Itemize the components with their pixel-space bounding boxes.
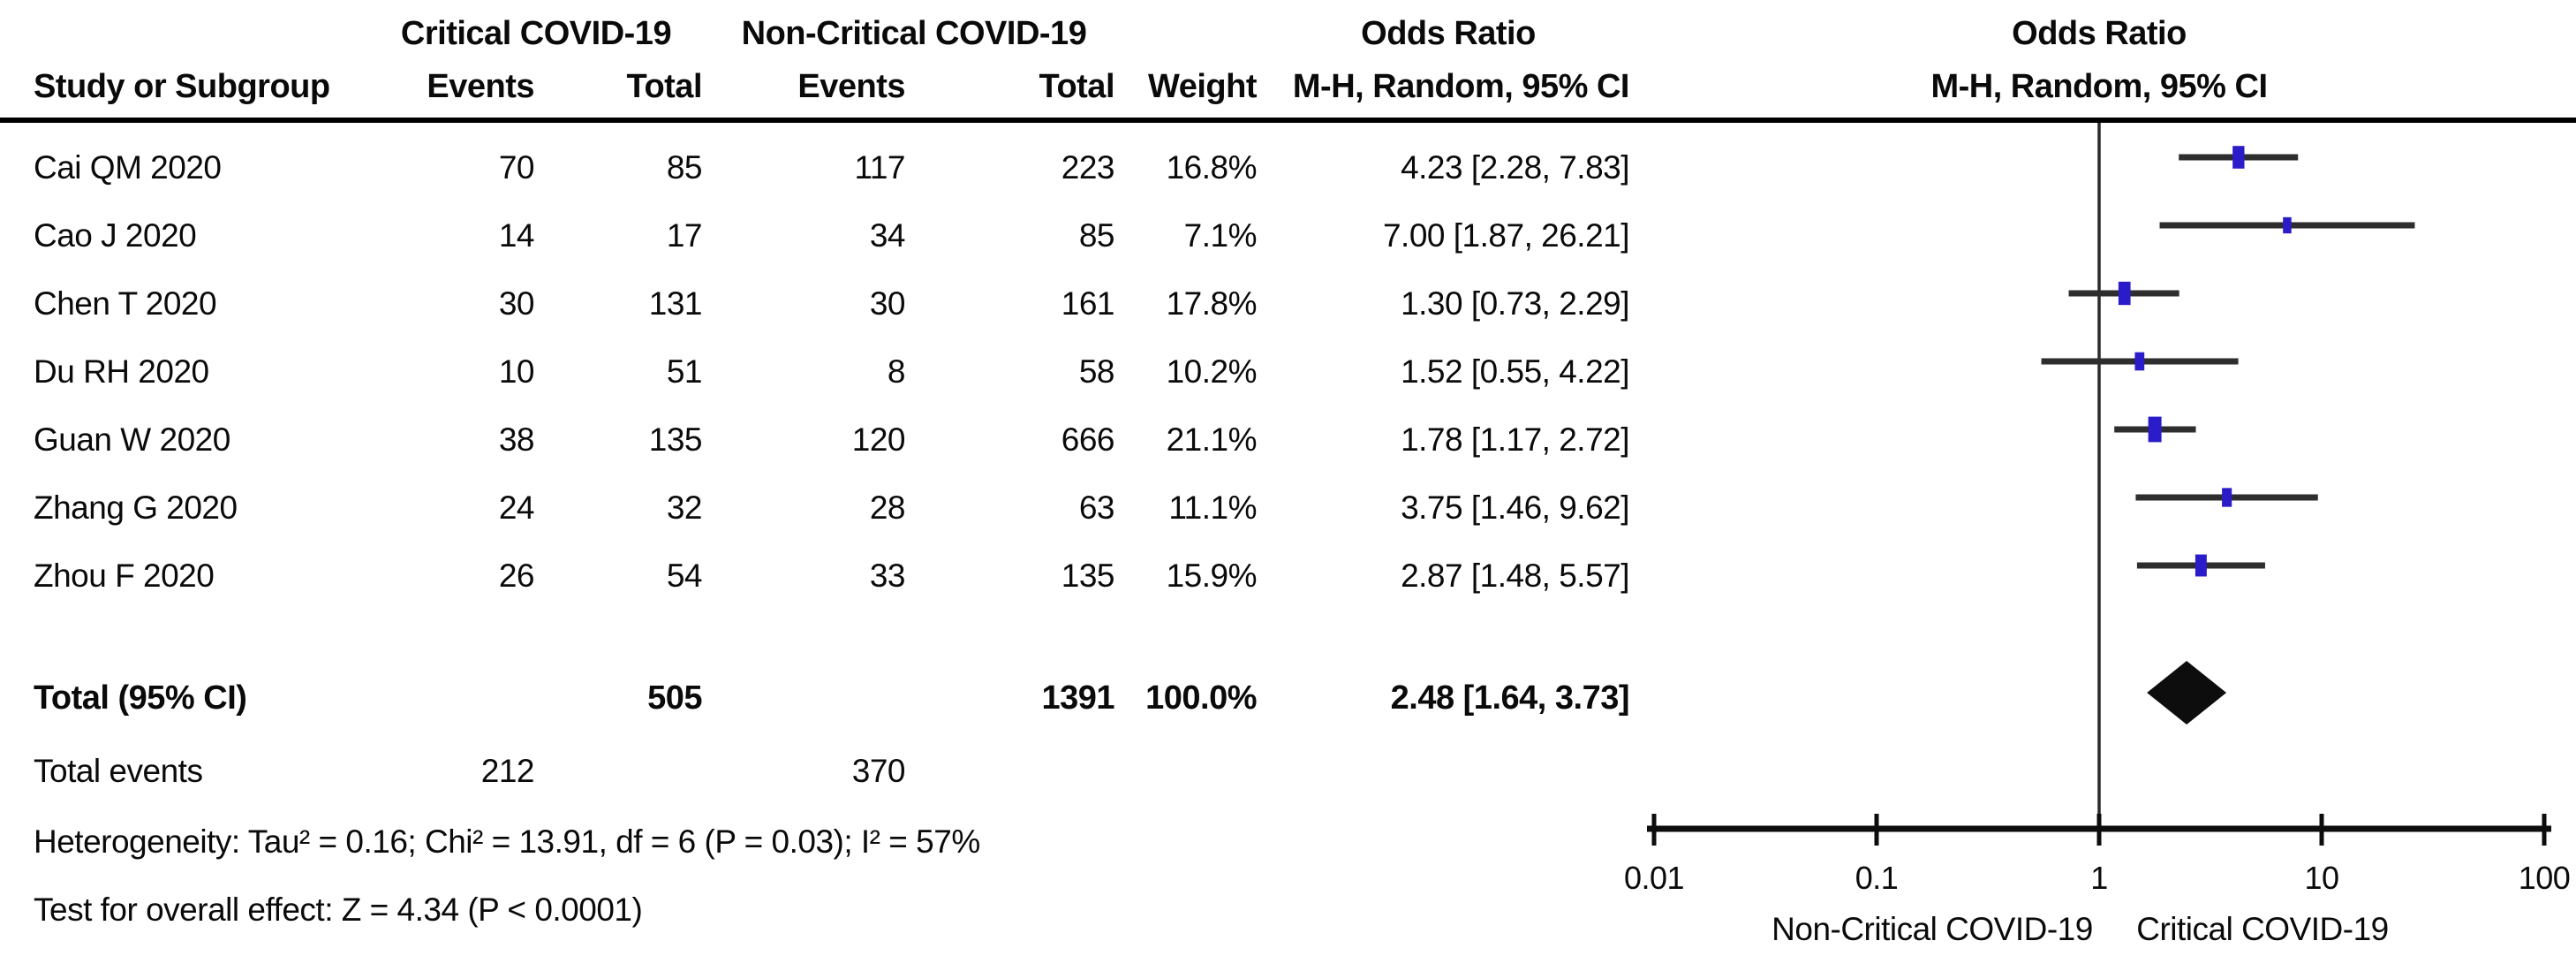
noncritical-total-cell: 223 <box>1061 149 1115 186</box>
column-header-noncritical-total: Total <box>1039 68 1115 105</box>
critical-total-cell: 131 <box>648 285 703 322</box>
forest-marker <box>2148 416 2162 443</box>
noncritical-events-cell: 33 <box>869 558 906 594</box>
forest-marker <box>2222 488 2232 507</box>
group-header-noncritical: Non-Critical COVID-19 <box>741 15 1087 52</box>
heterogeneity-line: Heterogeneity: Tau² = 0.16; Chi² = 13.91… <box>34 823 980 860</box>
noncritical-total-cell: 135 <box>1061 558 1115 594</box>
noncritical-events-cell: 30 <box>869 285 906 322</box>
total-events-critical-value: 212 <box>480 753 535 789</box>
column-header-method-plot: M-H, Random, 95% CI <box>1930 68 2268 105</box>
odds-ratio-plot-title: Odds Ratio <box>2012 15 2187 52</box>
study-label: Cai QM 2020 <box>34 149 222 186</box>
column-header-weight: Weight <box>1148 68 1257 105</box>
critical-events-cell: 30 <box>498 285 535 322</box>
study-label: Cao J 2020 <box>34 217 197 254</box>
critical-total-cell: 17 <box>666 217 703 254</box>
noncritical-total-cell: 666 <box>1061 421 1115 458</box>
favours-left-label: Non-Critical COVID-19 <box>1771 911 2093 947</box>
study-label: Zhou F 2020 <box>34 558 215 594</box>
table-row: Cao J 2020 14 17 34 85 7.1% 7.00 [1.87, 26.21] <box>0 215 2576 257</box>
critical-events-cell: 14 <box>498 217 535 254</box>
forest-marker <box>2232 146 2245 169</box>
column-header-method-text: M-H, Random, 95% CI <box>1292 68 1630 105</box>
noncritical-total-cell: 58 <box>1078 353 1115 390</box>
critical-events-cell: 26 <box>498 558 535 594</box>
total-critical: 505 <box>647 679 702 717</box>
odds-ratio-ci-cell: 2.87 [1.48, 5.57] <box>1401 558 1629 594</box>
axis-tick-label: 10 <box>2304 860 2338 896</box>
axis-tick-label: 1 <box>2090 860 2108 896</box>
total-events-label: Total events <box>34 753 203 789</box>
weight-cell: 11.1% <box>1168 489 1257 526</box>
noncritical-events-cell: 28 <box>869 489 906 526</box>
noncritical-events-cell: 117 <box>854 149 906 186</box>
odds-ratio-text-title: Odds Ratio <box>1361 15 1536 52</box>
critical-events-cell: 38 <box>498 421 535 458</box>
noncritical-total-cell: 85 <box>1078 217 1115 254</box>
weight-cell: 10.2% <box>1166 353 1258 390</box>
column-header-study: Study or Subgroup <box>34 68 330 105</box>
table-row: Chen T 2020 30 131 30 161 17.8% 1.30 [0.73, 2.… <box>0 283 2576 325</box>
total-events-noncritical-value: 370 <box>851 753 906 789</box>
weight-cell: 16.8% <box>1166 149 1258 186</box>
table-row: Zhou F 2020 26 54 33 135 15.9% 2.87 [1.48, 5.5… <box>0 555 2576 597</box>
overall-effect-line: Test for overall effect: Z = 4.34 (P < 0… <box>34 892 643 928</box>
column-header-critical-total: Total <box>626 68 703 105</box>
weight-cell: 17.8% <box>1166 285 1258 322</box>
weight-cell: 7.1% <box>1183 217 1258 254</box>
odds-ratio-ci-cell: 7.00 [1.87, 26.21] <box>1382 217 1630 254</box>
noncritical-events-cell: 120 <box>851 421 906 458</box>
total-events-row: Total events 212 370 <box>0 750 2576 793</box>
noncritical-total-cell: 63 <box>1078 489 1115 526</box>
weight-cell: 15.9% <box>1166 558 1258 594</box>
table-row: Zhang G 2020 24 32 28 63 11.1% 3.75 [1.46, 9.6… <box>0 487 2576 529</box>
noncritical-events-cell: 8 <box>887 353 906 390</box>
total-weight: 100.0% <box>1145 679 1257 717</box>
axis-tick-label: 0.1 <box>1855 860 1899 896</box>
critical-total-cell: 135 <box>648 421 703 458</box>
column-header-critical-events: Events <box>427 68 534 105</box>
table-row: Du RH 2020 10 51 8 58 10.2% 1.52 [0.55, 4.22] <box>0 351 2576 393</box>
total-row: Total (95% CI) 505 1391 100.0% 2.48 [1.6… <box>0 677 2576 719</box>
study-label: Du RH 2020 <box>34 353 209 390</box>
total-or-ci: 2.48 [1.64, 3.73] <box>1390 679 1630 717</box>
group-header-critical: Critical COVID-19 <box>400 15 672 52</box>
critical-total-cell: 32 <box>666 489 703 526</box>
odds-ratio-ci-cell: 1.78 [1.17, 2.72] <box>1401 421 1629 458</box>
forest-marker <box>2195 554 2207 577</box>
odds-ratio-ci-cell: 3.75 [1.46, 9.62] <box>1401 489 1629 526</box>
forest-marker <box>2118 281 2131 306</box>
critical-total-cell: 54 <box>666 558 703 594</box>
noncritical-events-cell: 34 <box>869 217 906 254</box>
odds-ratio-ci-cell: 4.23 [2.28, 7.83] <box>1401 149 1629 186</box>
total-noncritical: 1391 <box>1041 679 1114 717</box>
study-label: Guan W 2020 <box>34 421 230 458</box>
critical-events-cell: 10 <box>498 353 535 390</box>
critical-events-cell: 70 <box>498 149 535 186</box>
weight-cell: 21.1% <box>1166 421 1258 458</box>
noncritical-total-cell: 161 <box>1061 285 1115 322</box>
total-label: Total (95% CI) <box>34 679 247 717</box>
critical-events-cell: 24 <box>498 489 535 526</box>
column-header-noncritical-events: Events <box>797 68 905 105</box>
forest-marker <box>2283 216 2292 234</box>
summary-diamond <box>2147 661 2227 725</box>
favours-right-label: Critical COVID-19 <box>2136 911 2389 947</box>
header-divider-rule <box>0 118 2576 123</box>
study-label: Zhang G 2020 <box>34 489 238 526</box>
study-label: Chen T 2020 <box>34 285 217 322</box>
odds-ratio-ci-cell: 1.30 [0.73, 2.29] <box>1401 285 1629 322</box>
axis-tick-label: 100 <box>2519 860 2571 896</box>
table-row: Guan W 2020 38 135 120 666 21.1% 1.78 [1.17, 2… <box>0 419 2576 461</box>
odds-ratio-ci-cell: 1.52 [0.55, 4.22] <box>1401 353 1629 390</box>
table-row: Cai QM 2020 70 85 117 223 16.8% 4.23 [2.28, 7.… <box>0 147 2576 189</box>
critical-total-cell: 85 <box>666 149 703 186</box>
forest-marker <box>2134 352 2145 371</box>
axis-tick-label: 0.01 <box>1624 860 1684 896</box>
critical-total-cell: 51 <box>666 353 703 390</box>
